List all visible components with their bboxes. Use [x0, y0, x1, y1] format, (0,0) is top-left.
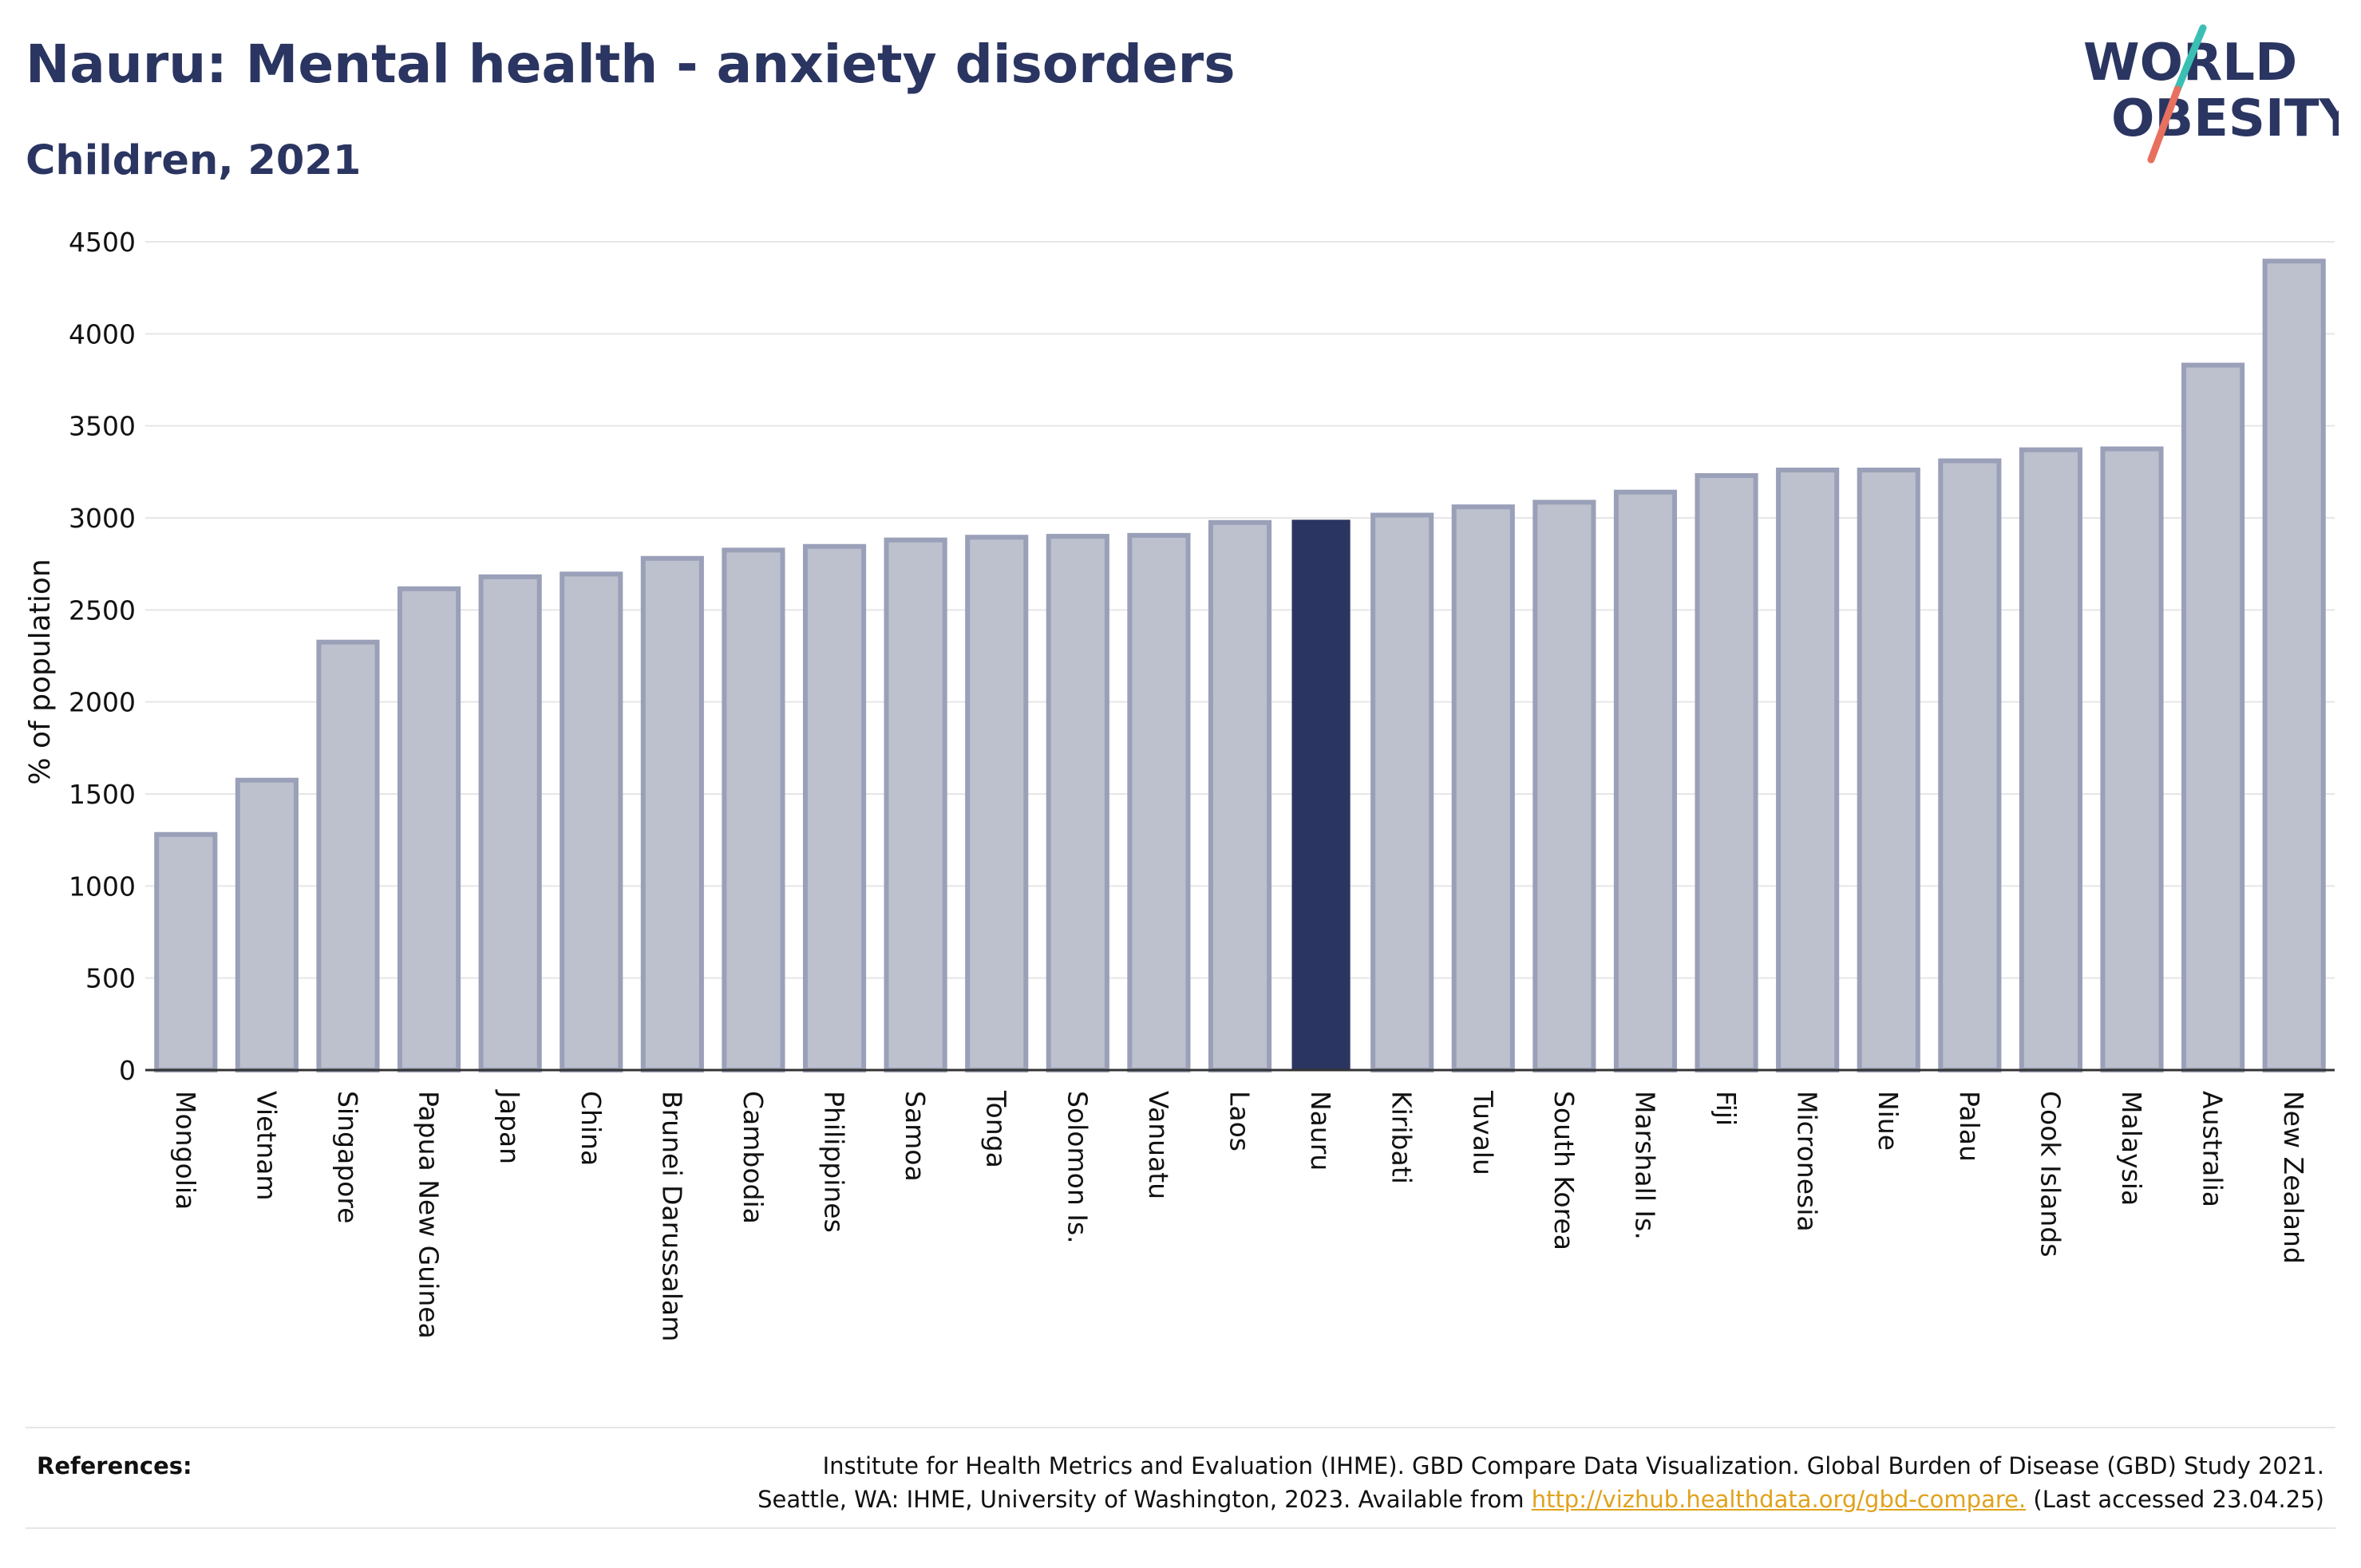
chart-title: Nauru: Mental health - anxiety disorders	[26, 34, 1236, 95]
bar-cook-islands	[2019, 447, 2082, 1072]
bar-malaysia	[2100, 446, 2164, 1072]
world-obesity-logo: WORLD OBESITY	[2083, 24, 2339, 164]
x-tick-label: Fiji	[1710, 1091, 1742, 1126]
x-tick-label: South Korea	[1548, 1091, 1580, 1250]
reference-line-2-start: Seattle, WA: IHME, University of Washing…	[757, 1486, 1532, 1513]
x-tick-label: Vanuatu	[1143, 1091, 1174, 1199]
y-axis-ticks: 0 500 1000 1500 2000 2500 3000 3500 4000 4500	[69, 227, 136, 1086]
x-tick-label: Philippines	[819, 1091, 850, 1233]
bar-niue	[1857, 468, 1920, 1072]
y-tick-label: 4000	[69, 318, 136, 350]
bar-laos	[1208, 519, 1272, 1072]
x-tick-label: Kiribati	[1386, 1091, 1418, 1184]
reference-line-1: Institute for Health Metrics and Evaluat…	[822, 1452, 2324, 1479]
bar-china	[560, 571, 623, 1072]
x-tick-label: Marshall Is.	[1629, 1091, 1660, 1240]
references-label: References:	[37, 1452, 192, 1479]
bar-singapore	[316, 639, 380, 1072]
y-axis-label: % of population	[24, 559, 57, 784]
x-tick-label: Cambodia	[738, 1091, 769, 1224]
x-tick-label: Mongolia	[170, 1091, 201, 1210]
x-tick-label: Solomon Is.	[1062, 1091, 1093, 1244]
x-tick-label: Brunei Darussalam	[656, 1091, 687, 1341]
bar-kiribati	[1370, 512, 1434, 1072]
y-tick-label: 4500	[69, 227, 136, 258]
x-tick-label: Laos	[1224, 1091, 1256, 1151]
bars	[154, 259, 2326, 1073]
x-tick-label: China	[575, 1091, 607, 1166]
x-tick-label: Micronesia	[1792, 1091, 1823, 1232]
x-tick-label: Palau	[1954, 1091, 1985, 1162]
bar-south-korea	[1532, 500, 1596, 1072]
y-tick-label: 3500	[69, 411, 136, 442]
x-tick-label: Singapore	[332, 1091, 363, 1223]
bar-micronesia	[1776, 468, 1840, 1072]
bar-chart: 0 500 1000 1500 2000 2500 3000 3500 4000 4500 Mon…	[24, 227, 2335, 1341]
y-tick-label: 1500	[69, 779, 136, 810]
references-box: References: Institute for Health Metrics…	[26, 1427, 2335, 1529]
logo-slash-bottom	[2147, 85, 2181, 164]
bar-palau	[1938, 458, 2002, 1072]
logo-line-2: OBESITY	[2111, 89, 2339, 148]
x-tick-label: Cook Islands	[2035, 1091, 2066, 1257]
bar-vanuatu	[1127, 532, 1191, 1072]
bar-philippines	[802, 543, 867, 1072]
bar-brunei-darussalam	[640, 555, 704, 1072]
y-tick-label: 3000	[69, 503, 136, 534]
references-text: Institute for Health Metrics and Evaluat…	[757, 1449, 2324, 1516]
x-tick-label: Niue	[1873, 1091, 1904, 1151]
x-tick-label: Tuvalu	[1467, 1090, 1498, 1175]
bar-cambodia	[722, 547, 785, 1072]
x-tick-label: Japan	[494, 1089, 525, 1164]
reference-line-2-end: (Last accessed 23.04.25)	[2026, 1486, 2324, 1513]
x-tick-label: Malaysia	[2116, 1091, 2147, 1206]
bar-australia	[2181, 362, 2245, 1072]
bar-marshall-is-	[1613, 489, 1678, 1072]
x-tick-label: Samoa	[900, 1091, 931, 1182]
bar-mongolia	[154, 831, 218, 1073]
reference-link[interactable]: http://vizhub.healthdata.org/gbd-compare…	[1531, 1486, 2027, 1513]
y-tick-label: 2000	[69, 687, 136, 718]
bar-fiji	[1695, 472, 1758, 1072]
bar-japan	[478, 574, 542, 1072]
x-axis-ticks: Mongolia Vietnam Singapore Papua New Guinea…	[170, 1089, 2309, 1341]
x-tick-label: Vietnam	[251, 1091, 282, 1201]
bar-new-zealand	[2262, 259, 2326, 1073]
y-tick-label: 1000	[69, 871, 136, 902]
bar-papua-new-guinea	[397, 586, 461, 1072]
x-tick-label: Tonga	[981, 1090, 1012, 1168]
bar-tuvalu	[1451, 504, 1515, 1072]
bar-nauru	[1291, 519, 1351, 1070]
bar-tonga	[965, 535, 1029, 1072]
y-tick-label: 500	[85, 963, 136, 994]
x-tick-label: Papua New Guinea	[413, 1091, 445, 1339]
reference-line-2: Seattle, WA: IHME, University of Washing…	[757, 1483, 2324, 1516]
logo-slash-top	[2173, 24, 2207, 93]
y-tick-label: 2500	[69, 594, 136, 626]
x-tick-label: Australia	[2197, 1091, 2229, 1207]
y-tick-label: 0	[119, 1055, 136, 1086]
bar-solomon-is-	[1046, 534, 1109, 1072]
bar-samoa	[884, 537, 947, 1072]
x-tick-label: Nauru	[1305, 1091, 1336, 1171]
bar-vietnam	[235, 777, 299, 1072]
chart-subtitle: Children, 2021	[26, 137, 362, 184]
x-tick-label: New Zealand	[2278, 1091, 2309, 1264]
